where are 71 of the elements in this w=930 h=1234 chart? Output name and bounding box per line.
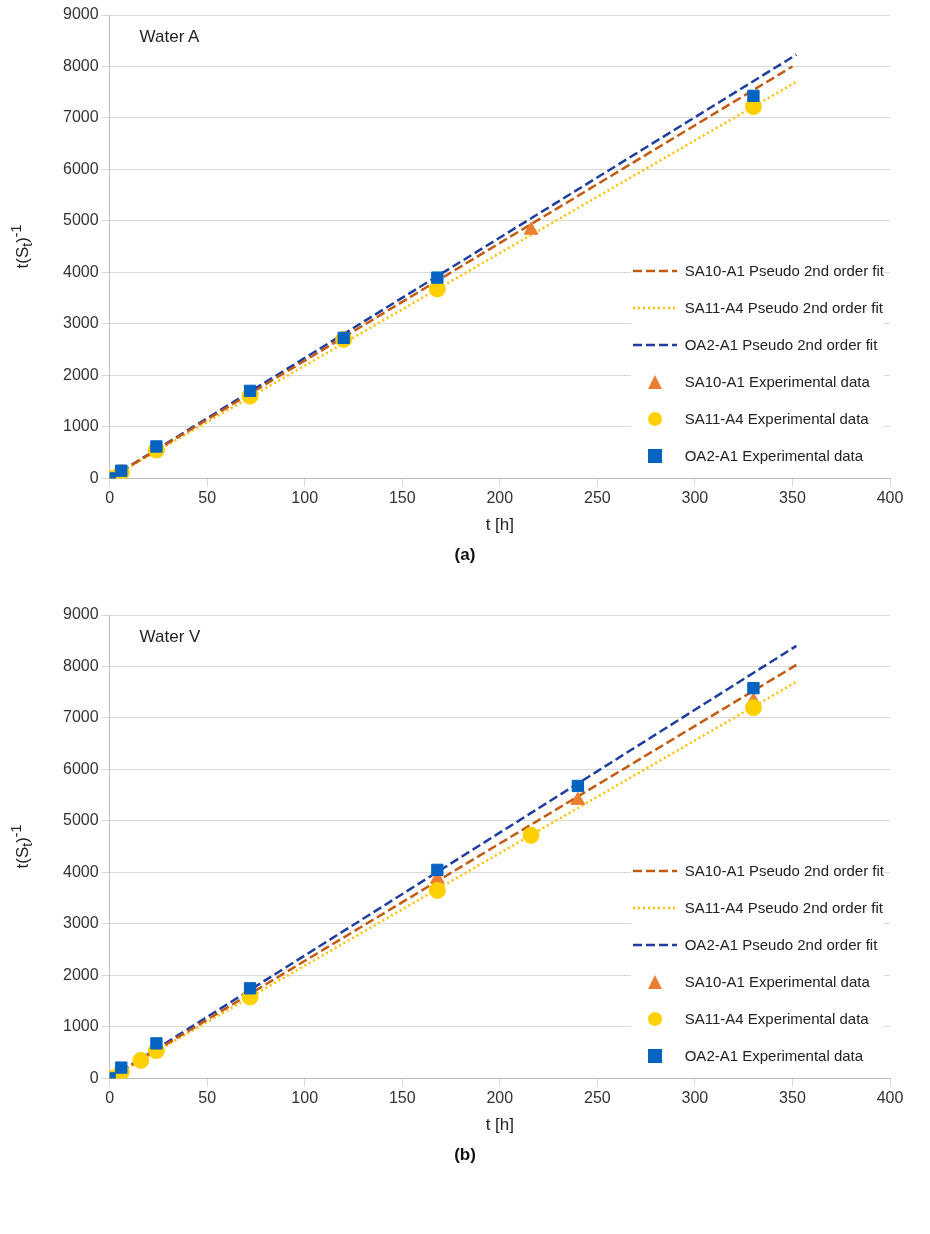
x-tick-label: 250 <box>584 1089 611 1107</box>
y-tick-label: 4000 <box>63 862 99 880</box>
y-tick-label: 3000 <box>63 914 99 932</box>
text: (b) <box>453 1145 477 1165</box>
y-tick-label: 8000 <box>63 656 99 674</box>
x-tick-label: 350 <box>779 1089 806 1107</box>
y-tick-label: 5000 <box>63 211 99 229</box>
text: (a) <box>453 545 477 565</box>
point <box>431 863 444 877</box>
point <box>150 1037 163 1050</box>
legend-label: SA11-A4 Experimental data <box>684 410 869 428</box>
y-tick-label: 0 <box>89 1068 99 1086</box>
point <box>747 89 760 102</box>
legend-label: OA2-A1 Experimental data <box>684 1047 864 1065</box>
y-tick-label: 9000 <box>63 5 99 23</box>
point <box>150 440 163 453</box>
legend-label: SA11-A4 Experimental data <box>684 1010 869 1028</box>
y-tick-label: 5000 <box>63 811 99 829</box>
legend-label: OA2-A1 Experimental data <box>684 447 864 465</box>
y-tick-label: 2000 <box>63 965 99 983</box>
y-tick-label: 6000 <box>63 759 99 777</box>
point <box>428 881 446 899</box>
y-tick-label: 4000 <box>63 262 99 280</box>
legend-label: SA10-A1 Experimental data <box>684 973 870 991</box>
y-tick-label: 7000 <box>63 108 99 126</box>
y-tick-label: 1000 <box>63 417 99 435</box>
point <box>431 271 444 284</box>
x-tick-label: 300 <box>681 1089 709 1107</box>
x-tick-label: 50 <box>198 1089 217 1107</box>
x-tick-label: 250 <box>584 489 611 507</box>
legend-label: OA2-A1 Pseudo 2nd order fit <box>684 336 878 354</box>
legend-label: SA10-A1 Pseudo 2nd order fit <box>684 862 884 880</box>
legend-label: SA10-A1 Pseudo 2nd order fit <box>684 262 884 280</box>
text: Water A <box>139 27 200 47</box>
point <box>744 699 762 717</box>
x-tick-label: 200 <box>486 489 514 507</box>
point <box>570 791 586 805</box>
x-tick-label: 150 <box>388 489 416 507</box>
legend-label: SA11-A4 Pseudo 2nd order fit <box>684 899 883 917</box>
x-tick-label: 400 <box>876 489 904 507</box>
x-tick-label: 350 <box>779 489 806 507</box>
x-tick-label: 0 <box>105 1089 115 1107</box>
point <box>747 681 760 695</box>
y-tick-label: 0 <box>89 468 99 486</box>
point <box>243 982 257 995</box>
point <box>522 826 540 844</box>
text: Water V <box>139 627 201 647</box>
y-tick-label: 8000 <box>63 56 99 74</box>
x-axis-title: t [h] <box>485 515 514 535</box>
point <box>571 779 584 793</box>
legend-label: OA2-A1 Pseudo 2nd order fit <box>684 936 878 954</box>
y-tick-label: 1000 <box>63 1017 99 1035</box>
x-tick-label: 100 <box>291 1089 319 1107</box>
x-tick-label: 150 <box>388 1089 416 1107</box>
y-tick-label: 6000 <box>63 159 99 177</box>
y-tick-label: 2000 <box>63 365 99 383</box>
x-tick-label: 400 <box>876 1089 904 1107</box>
x-axis-title: t [h] <box>485 1115 514 1135</box>
x-tick-label: 200 <box>486 1089 514 1107</box>
y-tick-label: 9000 <box>63 605 99 623</box>
point <box>132 1051 150 1069</box>
y-tick-label: 7000 <box>63 708 99 726</box>
legend-label: SA11-A4 Pseudo 2nd order fit <box>684 299 883 317</box>
x-tick-label: 100 <box>291 489 319 507</box>
x-tick-label: 0 <box>105 489 115 507</box>
x-tick-label: 50 <box>198 489 217 507</box>
legend-label: SA10-A1 Experimental data <box>684 373 870 391</box>
y-tick-label: 3000 <box>63 314 99 332</box>
point <box>243 384 257 398</box>
x-tick-label: 300 <box>681 489 709 507</box>
point <box>115 1061 128 1074</box>
